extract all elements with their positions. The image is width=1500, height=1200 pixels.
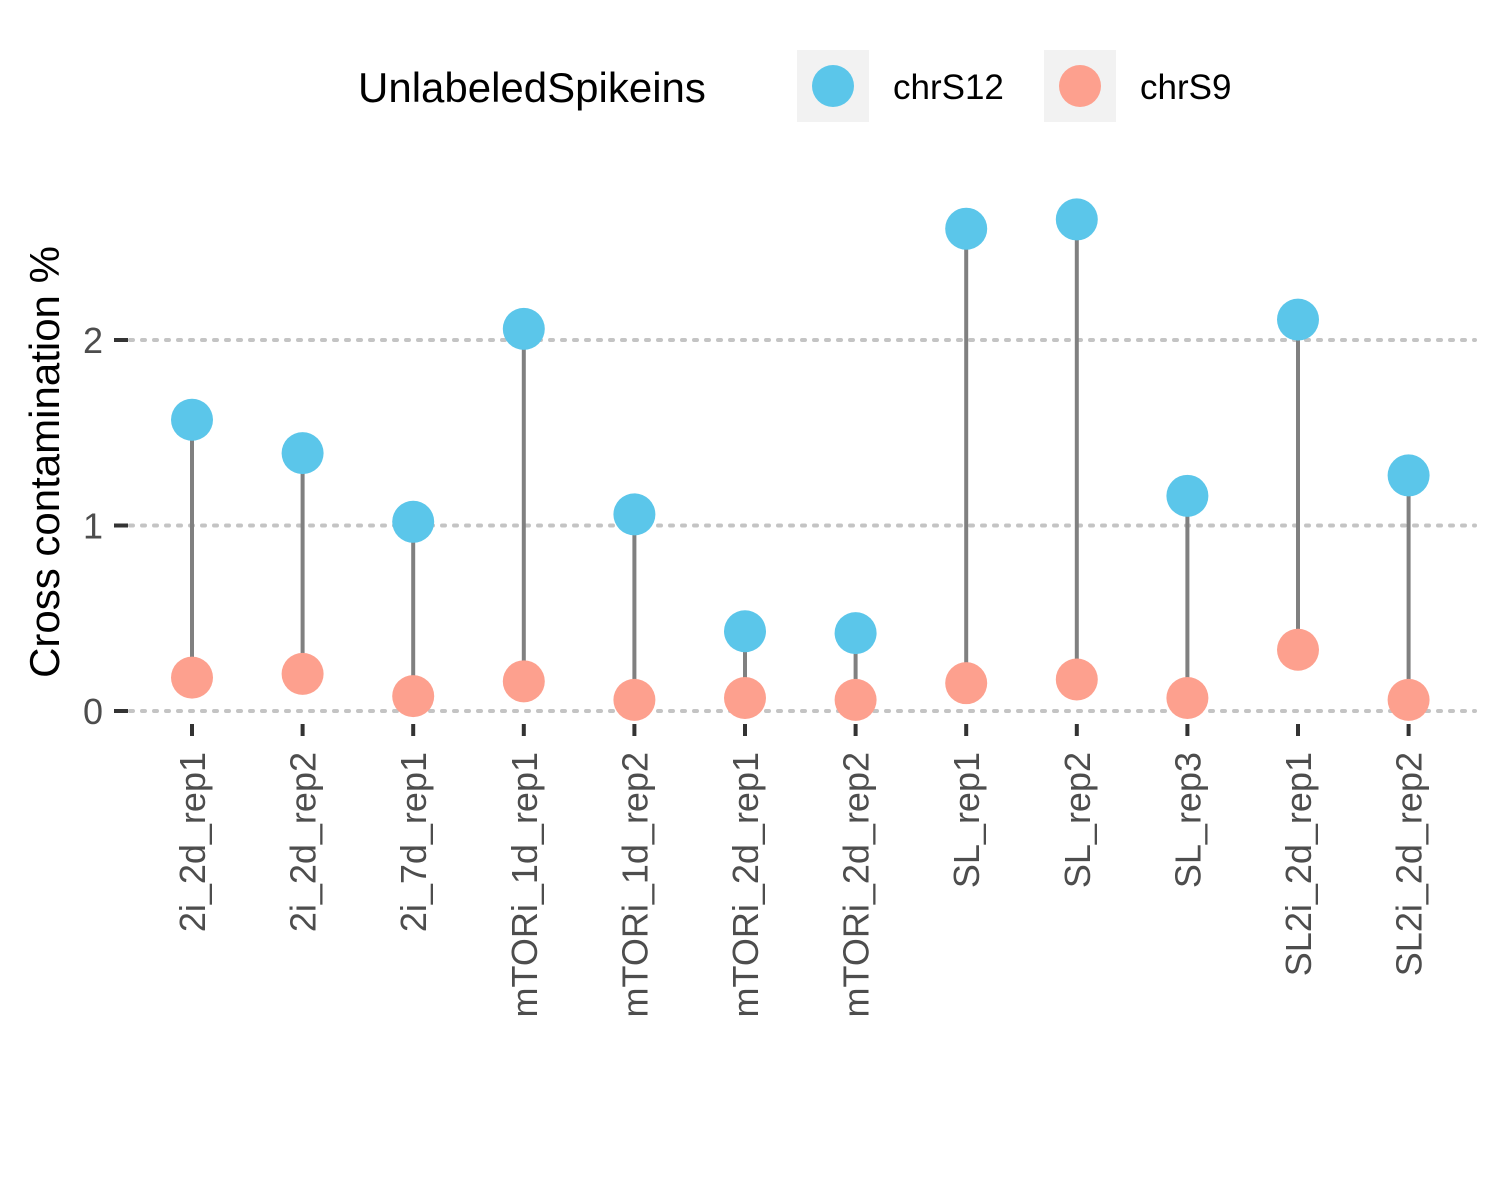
point-chrS12	[502, 307, 545, 350]
legend: UnlabeledSpikeins chrS12 chrS9	[358, 50, 1231, 122]
x-tick-label: 2i_7d_rep1	[393, 752, 434, 932]
point-chrS9	[281, 652, 324, 695]
point-chrS12	[1166, 474, 1209, 517]
point-chrS12	[945, 207, 988, 250]
point-chrS9	[1277, 628, 1319, 671]
point-chrS12	[1277, 298, 1319, 341]
legend-dot-chrS12	[812, 65, 854, 107]
point-chrS9	[171, 656, 213, 699]
x-axis: 2i_2d_rep1 2i_2d_rep2 2i_7d_rep1 mTORi_1d_r…	[172, 724, 1430, 1017]
x-tick-label: mTORi_2d_rep1	[725, 752, 766, 1017]
x-tick-label: 2i_2d_rep2	[283, 752, 324, 932]
y-axis-title: Cross contamination %	[21, 246, 68, 678]
legend-title: UnlabeledSpikeins	[358, 64, 706, 111]
point-chrS9	[724, 677, 766, 720]
legend-entry-chrS9: chrS9	[1044, 50, 1231, 122]
data-marks	[171, 198, 1430, 721]
x-tick-label: mTORi_1d_rep1	[504, 752, 545, 1017]
y-tick-label-2: 2	[83, 320, 103, 361]
x-tick-label: SL_rep3	[1167, 752, 1208, 888]
y-tick-label-0: 0	[83, 691, 103, 732]
y-axis: 0 1 2	[83, 320, 128, 732]
point-chrS12	[392, 500, 435, 543]
x-tick-label: SL2i_2d_rep2	[1389, 752, 1430, 976]
gridlines	[128, 338, 1477, 713]
point-chrS9	[1387, 678, 1430, 721]
point-chrS9	[1055, 658, 1098, 701]
legend-label-chrS12: chrS12	[893, 68, 1004, 107]
legend-entry-chrS12: chrS12	[797, 50, 1004, 122]
x-tick-label: mTORi_2d_rep2	[836, 752, 877, 1017]
x-tick-label: SL2i_2d_rep1	[1278, 752, 1319, 976]
x-tick-label: 2i_2d_rep1	[172, 752, 213, 932]
x-tick-label: SL_rep1	[946, 752, 987, 888]
x-tick-label: mTORi_1d_rep2	[614, 752, 655, 1017]
point-chrS12	[1387, 454, 1430, 497]
point-chrS12	[613, 493, 656, 536]
x-tick-label: SL_rep2	[1057, 752, 1098, 888]
point-chrS12	[1055, 198, 1098, 241]
point-chrS12	[171, 398, 213, 441]
point-chrS9	[392, 675, 435, 718]
y-tick-label-1: 1	[83, 506, 103, 547]
point-chrS9	[945, 662, 988, 705]
legend-label-chrS9: chrS9	[1140, 68, 1231, 107]
point-chrS9	[502, 660, 545, 703]
point-chrS9	[613, 678, 656, 721]
point-chrS12	[724, 610, 766, 653]
point-chrS9	[834, 678, 877, 721]
legend-dot-chrS9	[1059, 65, 1101, 107]
point-chrS12	[834, 612, 877, 655]
point-chrS12	[281, 432, 324, 475]
point-chrS9	[1166, 677, 1209, 720]
